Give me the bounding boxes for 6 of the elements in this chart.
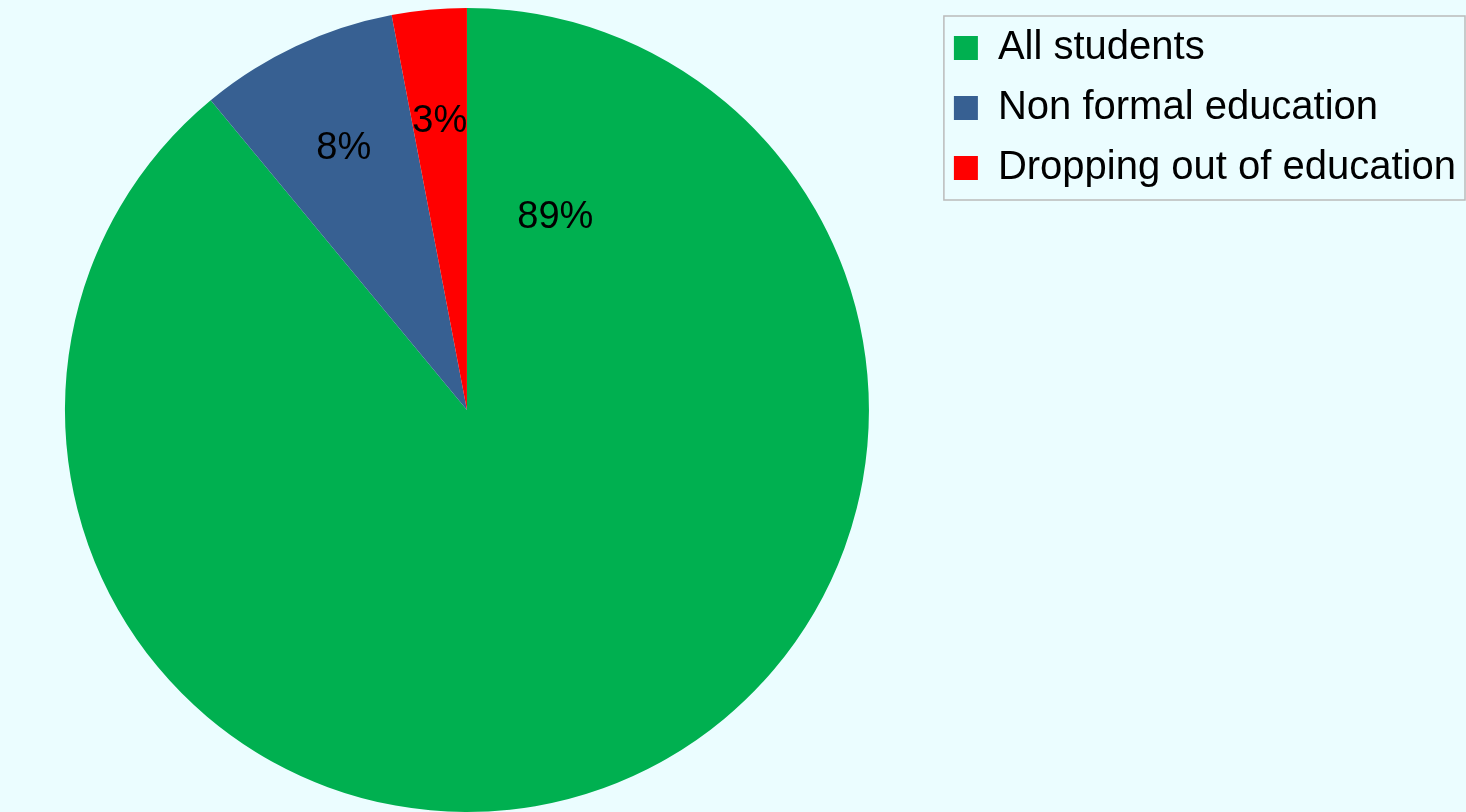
- data-label: 89%: [517, 193, 594, 236]
- legend-label: Dropping out of education: [997, 143, 1456, 188]
- legend-label: Non formal education: [997, 83, 1379, 128]
- data-label: 3%: [412, 98, 468, 141]
- data-label: 8%: [316, 124, 372, 167]
- legend-label: All students: [997, 23, 1205, 68]
